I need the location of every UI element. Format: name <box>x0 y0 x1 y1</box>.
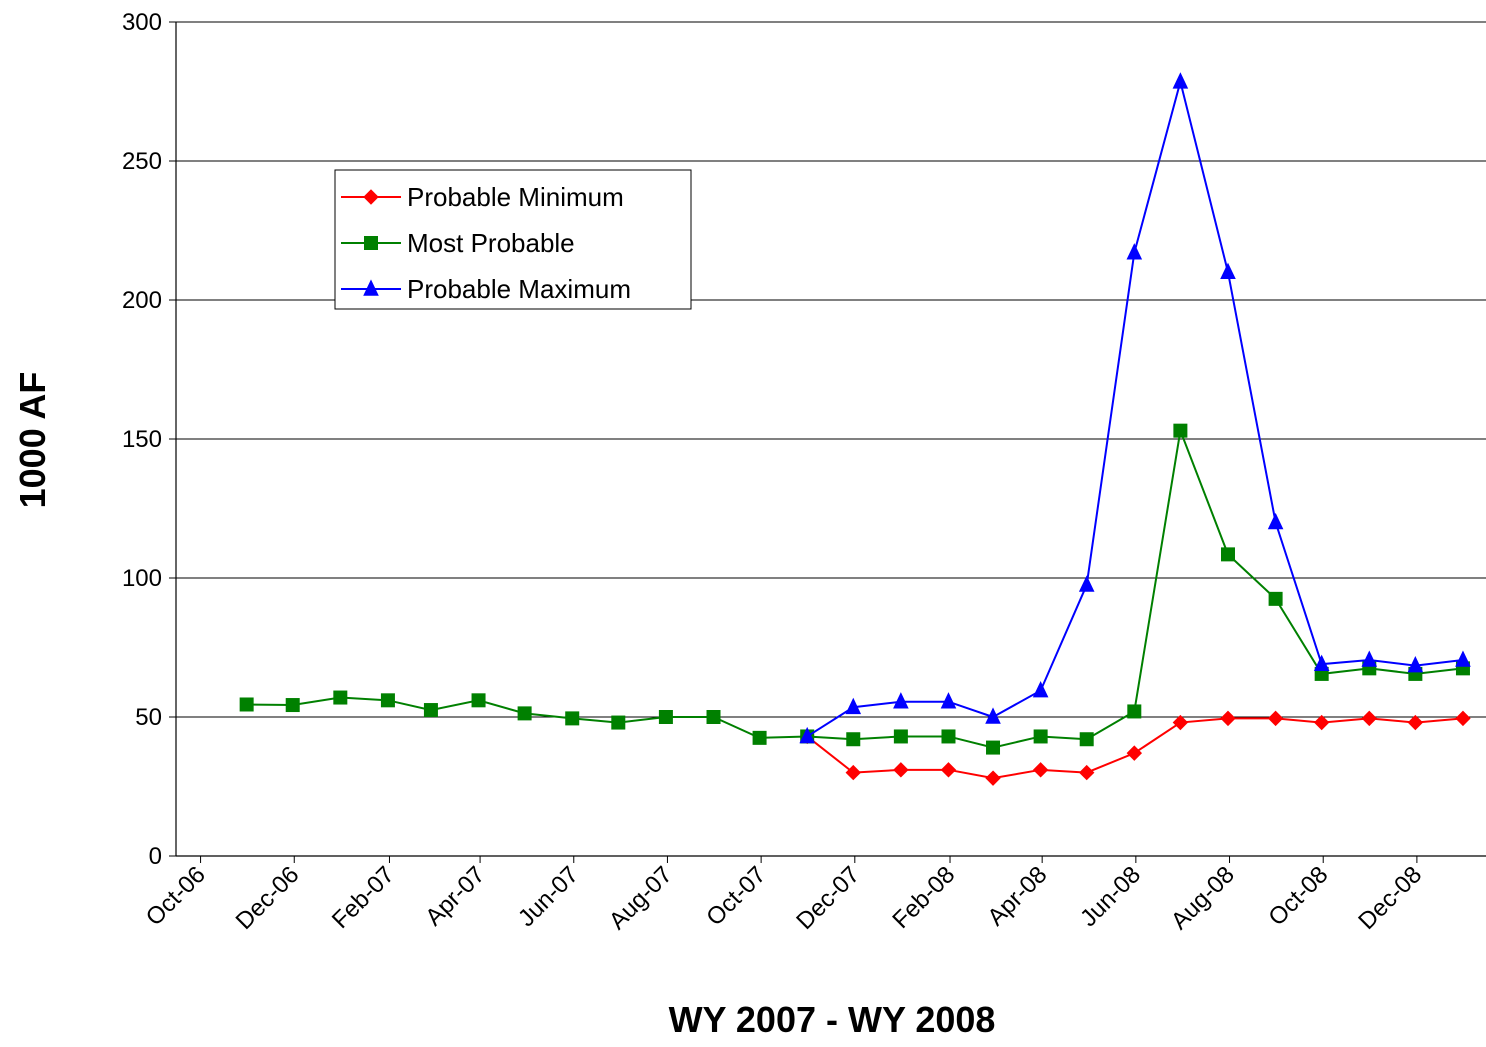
x-tick-label: Feb-08 <box>887 861 960 934</box>
x-axis-title: WY 2007 - WY 2008 <box>669 999 996 1040</box>
data-point <box>799 726 815 744</box>
y-tick-label: 0 <box>149 843 162 870</box>
data-point <box>940 692 957 709</box>
data-point <box>986 740 1001 755</box>
series-line <box>806 77 1464 738</box>
legend-label: Probable Maximum <box>407 274 631 304</box>
data-point <box>985 707 1001 724</box>
series-group <box>239 72 1471 786</box>
data-point <box>1455 710 1471 727</box>
data-point <box>333 690 348 705</box>
data-point <box>1032 762 1049 778</box>
data-point <box>1033 729 1048 744</box>
legend-marker <box>363 189 379 205</box>
data-point <box>1361 650 1378 667</box>
legend-item: Probable Minimum <box>341 182 624 212</box>
data-point <box>706 710 721 724</box>
data-point <box>846 732 861 747</box>
data-point <box>941 729 956 744</box>
data-point <box>845 697 862 715</box>
data-point <box>1079 732 1094 747</box>
legend-item: Most Probable <box>341 228 575 258</box>
y-tick-label: 200 <box>122 287 162 314</box>
data-point <box>1267 512 1284 530</box>
y-axis-title: 1000 AF <box>12 372 53 509</box>
data-point <box>1407 714 1424 731</box>
x-tick-label: Oct-06 <box>141 861 211 931</box>
axes: 0 50 100 150 200 250 300 Oct-06 Dec-06 Feb-07 Apr-… <box>122 9 1486 935</box>
x-tick-label: Oct-07 <box>701 861 771 931</box>
x-tick-label: Oct-08 <box>1263 861 1333 931</box>
data-point <box>285 698 300 713</box>
x-tick-label: Aug-07 <box>604 861 678 935</box>
data-point <box>517 706 532 721</box>
data-point <box>658 710 673 724</box>
data-point <box>611 715 626 730</box>
y-tick-label: 300 <box>122 9 162 36</box>
legend-label: Most Probable <box>407 228 575 258</box>
data-point <box>893 762 909 778</box>
y-tick-label: 100 <box>122 565 162 592</box>
x-tick-label: Jun-08 <box>1075 861 1146 932</box>
data-point <box>893 729 908 744</box>
data-point <box>1313 654 1330 671</box>
data-point <box>1268 591 1283 606</box>
data-point <box>239 697 254 712</box>
y-tick-label: 50 <box>135 704 162 731</box>
y-tick-label: 250 <box>122 148 162 175</box>
data-point <box>380 693 395 708</box>
x-tick-label: Apr-07 <box>420 861 490 931</box>
gridlines <box>176 21 1486 718</box>
data-point <box>1220 547 1235 562</box>
data-point <box>565 711 580 726</box>
legend-marker <box>364 236 378 250</box>
data-point <box>1127 704 1142 719</box>
data-point <box>423 703 438 718</box>
x-tick-label: Jun-07 <box>513 861 584 932</box>
series-0 <box>799 710 1471 786</box>
x-tick-label: Dec-08 <box>1353 861 1427 935</box>
data-point <box>1220 710 1236 727</box>
data-point <box>471 693 486 708</box>
data-point <box>1172 72 1189 89</box>
data-point <box>1126 745 1143 761</box>
data-point <box>845 764 861 781</box>
data-point <box>893 692 909 709</box>
data-point <box>1078 575 1095 592</box>
data-point <box>1361 710 1377 727</box>
data-point <box>1407 656 1424 673</box>
data-point <box>1032 681 1049 698</box>
data-point <box>940 762 957 778</box>
legend: Probable Minimum Most Probable Probable Ma… <box>334 169 692 310</box>
x-tick-label: Dec-06 <box>231 861 305 935</box>
data-point <box>1126 243 1143 260</box>
x-tick-label: Aug-08 <box>1166 861 1240 935</box>
data-point <box>1455 650 1471 667</box>
x-tick-label: Feb-07 <box>327 861 400 934</box>
legend-marker <box>363 279 379 296</box>
data-point <box>1078 764 1095 781</box>
data-point <box>752 730 767 745</box>
x-tick-label: Apr-08 <box>982 861 1052 931</box>
series-line <box>246 426 1464 749</box>
legend-item: Probable Maximum <box>341 274 631 304</box>
data-point <box>1220 262 1236 279</box>
series-2 <box>799 72 1471 744</box>
data-point <box>985 770 1001 786</box>
legend-label: Probable Minimum <box>407 182 624 212</box>
data-point <box>1313 714 1330 731</box>
data-point <box>1267 710 1284 727</box>
data-point <box>1172 714 1189 731</box>
legend-box <box>334 169 692 310</box>
x-tick-label: Dec-07 <box>791 861 865 935</box>
data-point <box>1173 423 1188 438</box>
y-tick-label: 150 <box>122 426 162 453</box>
